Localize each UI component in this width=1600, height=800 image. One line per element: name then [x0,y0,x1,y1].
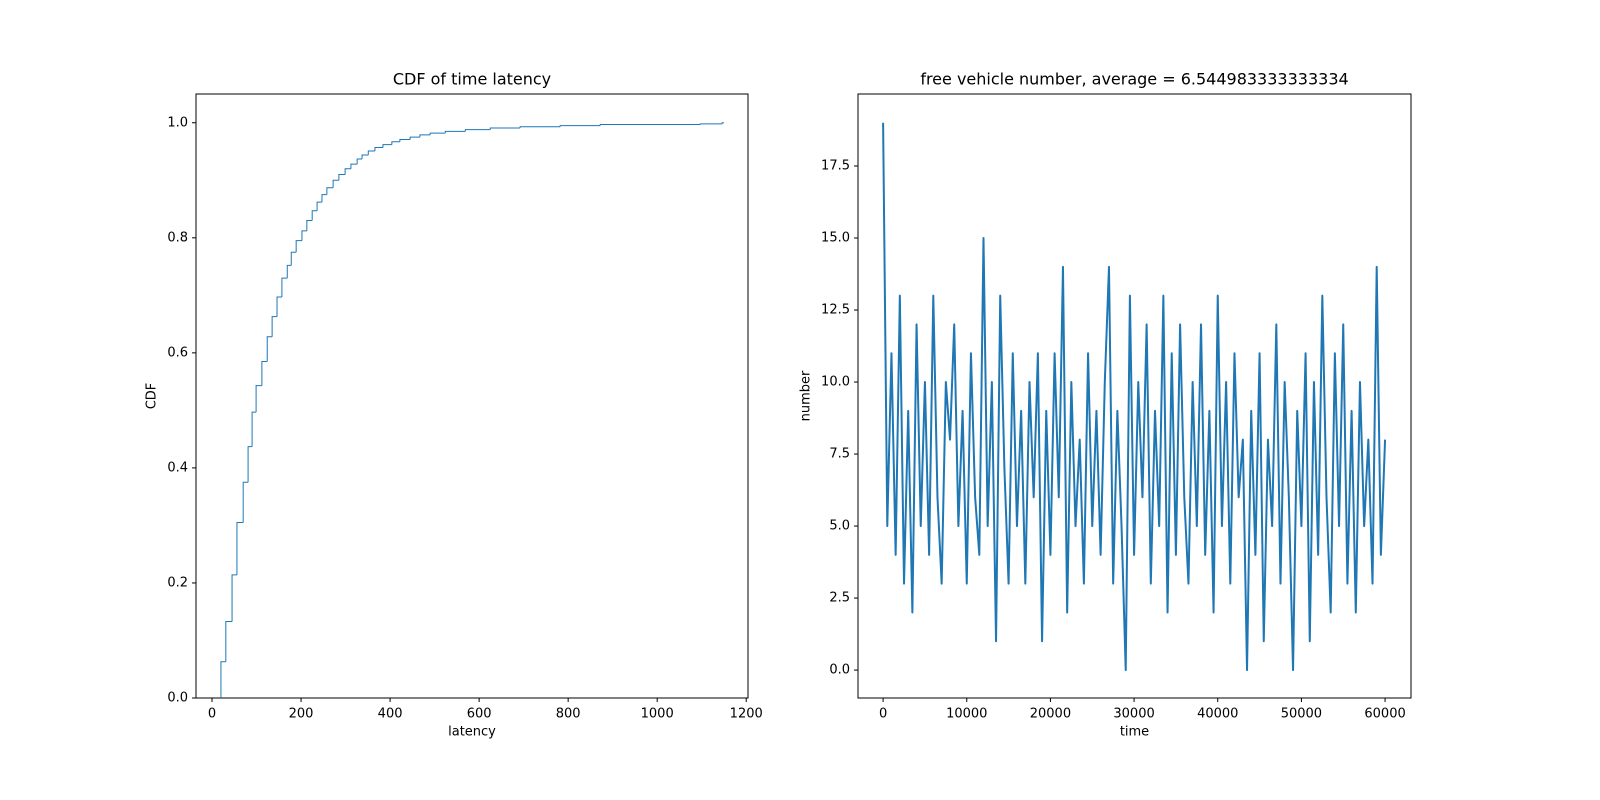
cdf-step [559,125,601,127]
cdf-step [350,163,358,169]
x-tick-label: 30000 [1113,707,1154,722]
x-tick-label: 20000 [1030,707,1071,722]
cdf-step [295,240,302,253]
cdf-step [391,141,400,145]
cdf-step [247,446,253,483]
y-tick-label: 17.5 [821,159,850,174]
chart-title: free vehicle number, average = 6.5449833… [920,70,1348,89]
cdf-step [444,130,466,134]
cdf-step [326,187,334,195]
cdf-step [306,220,313,231]
cdf-step [276,296,282,317]
x-tick-label: 400 [378,707,403,722]
chart-title: CDF of time latency [393,70,551,89]
cdf-step [519,126,561,128]
y-tick-label: 12.5 [821,303,850,318]
y-axis-label: number [799,370,814,421]
cdf-step [721,122,724,124]
cdf-step [374,146,383,151]
x-tick-label: 10000 [946,707,987,722]
y-tick-label: 10.0 [821,375,850,390]
cdf-step [311,210,318,221]
cdf-step [489,127,521,130]
cdf-step [255,385,262,413]
series-line [882,122,1387,672]
x-tick-label: 1200 [730,707,763,722]
cdf-step [344,168,351,175]
cdf-step [382,144,392,148]
y-tick-label: 0.6 [167,345,188,360]
cdf-step [316,201,322,211]
y-tick-label: 7.5 [829,447,850,462]
cdf-step [399,138,411,142]
cdf-step [225,620,233,662]
axes-frame [195,93,749,699]
y-tick-label: 2.5 [829,591,850,606]
x-tick-label: 1000 [641,707,674,722]
cdf-step [409,136,420,140]
y-tick-label: 0.0 [829,663,850,678]
cdf-step [599,123,701,126]
cdf-step [236,522,244,575]
cdf-step [361,154,369,160]
cdf-step [266,336,273,362]
y-axis-label: CDF [145,383,160,410]
cdf-step [356,158,363,165]
y-tick-label: 15.0 [821,231,850,246]
x-axis-label: time [1120,725,1149,740]
cdf-step [429,132,446,135]
cdf-step [338,174,346,181]
y-tick-label: 0.8 [167,230,188,245]
x-tick-label: 0 [208,707,216,722]
cdf-step [699,123,723,125]
y-tick-label: 0.2 [167,575,188,590]
cdf-step [251,411,257,447]
y-tick-label: 0.0 [167,691,188,706]
cdf-step [271,316,278,337]
x-tick-label: 60000 [1364,707,1405,722]
cdf-step [261,360,268,386]
x-tick-label: 40000 [1197,707,1238,722]
cdf-step [220,661,226,698]
cdf-step [419,134,431,138]
cdf-step [332,179,339,188]
cdf-step [367,150,375,155]
cdf-step [464,129,491,132]
cdf-step [321,194,327,203]
cdf-step [281,277,288,298]
cdf-step [290,251,297,266]
x-tick-label: 200 [289,707,314,722]
x-tick-label: 0 [879,707,887,722]
cdf-step [286,264,292,279]
y-tick-label: 5.0 [829,519,850,534]
cdf-step [231,574,237,622]
x-tick-label: 50000 [1281,707,1322,722]
x-axis-label: latency [448,725,496,740]
x-tick-label: 600 [467,707,492,722]
cdf-step [301,230,307,241]
y-tick-label: 0.4 [167,460,188,475]
y-tick-label: 1.0 [167,115,188,130]
axes-frame [857,93,1412,699]
x-tick-label: 800 [556,707,581,722]
cdf-step [242,481,249,523]
